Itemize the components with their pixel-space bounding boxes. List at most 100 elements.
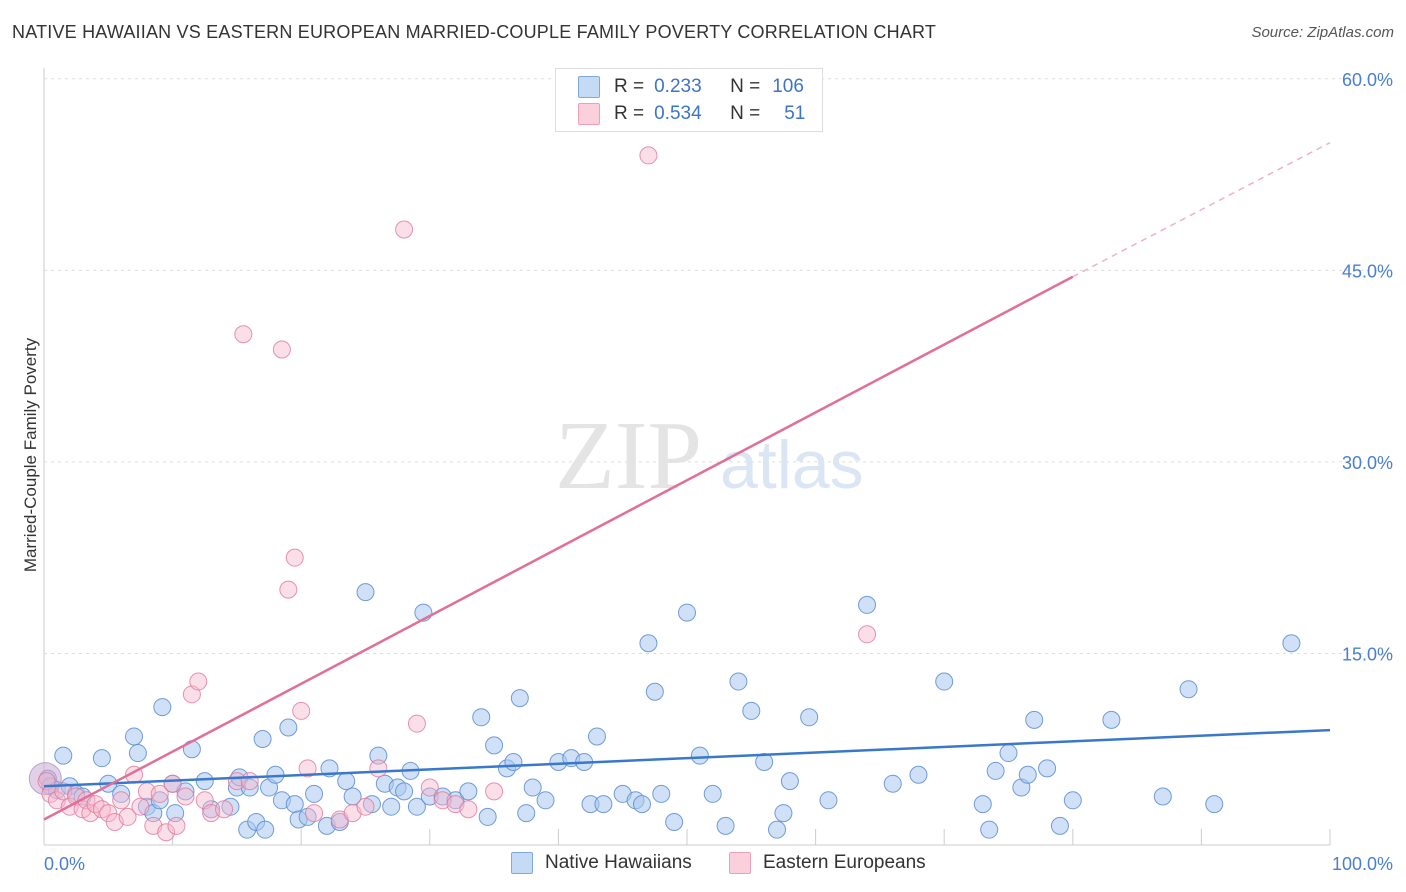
eastern-european-point [131, 797, 150, 816]
eastern-european-point [112, 791, 131, 810]
native-hawaiian-point [153, 698, 172, 717]
legend-n-label: N = [730, 76, 761, 97]
native-hawaiian-point [128, 744, 147, 763]
eastern-european-point [234, 325, 253, 344]
native-hawaiian-point [652, 784, 671, 803]
bottom-legend-native-hawaiians: Native Hawaiians [511, 852, 692, 874]
eastern-european-point [407, 714, 426, 733]
native-hawaiian-point [819, 791, 838, 810]
native-hawaiian-point [742, 701, 761, 720]
y-tick-label: 60.0% [1342, 70, 1393, 90]
native-hawaiian-point [459, 782, 478, 801]
native-hawaiian-point [755, 752, 774, 771]
native-hawaiian-point [125, 727, 144, 746]
native-hawaiian-point [780, 772, 799, 791]
native-hawaiian-point [883, 774, 902, 793]
native-hawaiian-point [716, 816, 735, 835]
native-hawaiian-point [1018, 765, 1037, 784]
native-hawaiian-point [594, 795, 613, 814]
native-hawaiian-point [256, 820, 275, 839]
native-hawaiian-point [472, 708, 491, 727]
native-hawaiian-point [356, 583, 375, 602]
eastern-european-point [176, 787, 195, 806]
native-hawaiian-point [523, 778, 542, 797]
legend-swatch-pink [578, 103, 600, 125]
trend-lines [43, 141, 1331, 821]
native-hawaiian-point [980, 820, 999, 839]
eastern-european-point [858, 625, 877, 644]
y-tick-label: 45.0% [1342, 261, 1393, 281]
legend-swatch-blue [578, 76, 600, 98]
chart-title: NATIVE HAWAIIAN VS EASTERN EUROPEAN MARR… [12, 22, 937, 42]
eastern-european-point [150, 784, 169, 803]
eastern-european-point [420, 778, 439, 797]
native-hawaiian-point [279, 718, 298, 737]
axis-ticks: 15.0% 30.0% 45.0% 60.0% 0.0% 100.0% [44, 70, 1393, 874]
eastern-european-point [356, 797, 375, 816]
native-hawaiian-point [504, 752, 523, 771]
eastern-european-point [215, 800, 234, 819]
eastern-european-point [99, 804, 118, 823]
native-hawaiian-point [909, 765, 928, 784]
native-hawaiian-point [587, 727, 606, 746]
native-hawaiian-point [1038, 759, 1057, 778]
watermark-atlas: atlas [720, 427, 864, 503]
native-hawaiian-point [645, 682, 664, 701]
watermark-zip: ZIP [555, 402, 702, 510]
series-eastern-europeans [37, 146, 877, 842]
native-hawaiian-point [665, 813, 684, 832]
series-native-hawaiians [28, 583, 1301, 839]
native-hawaiian-point [774, 804, 793, 823]
y-tick-label: 30.0% [1342, 453, 1393, 473]
native-hawaiian-point [639, 634, 658, 653]
native-hawaiian-point [986, 761, 1005, 780]
native-hawaiian-point [517, 804, 536, 823]
native-hawaiian-point [382, 797, 401, 816]
eastern-european-point [395, 220, 414, 239]
native-hawaiian-point [632, 795, 651, 814]
native-hawaiian-point [678, 603, 696, 622]
eastern-european-point [305, 804, 324, 823]
eastern-european-point [459, 800, 478, 819]
native-hawaiian-point [1282, 634, 1301, 653]
bottom-legend-label-pink: Eastern Europeans [763, 852, 926, 873]
native-hawaiian-point [973, 795, 992, 814]
native-hawaiian-point [510, 689, 529, 708]
legend-n-value-blue: 106 [772, 76, 804, 97]
bottom-legend: Native Hawaiians Eastern Europeans [0, 850, 1406, 880]
trend-line-eastern-europeans [43, 275, 1074, 821]
eastern-european-point [189, 672, 208, 691]
native-hawaiian-point [195, 772, 214, 791]
grid [43, 68, 1392, 846]
trend-line-eastern-europeans-extension [1072, 141, 1331, 278]
bottom-legend-label-blue: Native Hawaiians [545, 852, 692, 873]
native-hawaiian-point [54, 746, 73, 765]
native-hawaiian-point [1050, 816, 1069, 835]
native-hawaiian-point [858, 595, 877, 614]
native-hawaiian-point [150, 791, 169, 810]
x-tick-label: 100.0% [1332, 854, 1393, 874]
native-hawaiian-point [407, 797, 426, 816]
bottom-legend-swatch-blue [511, 852, 533, 874]
native-hawaiian-point [729, 672, 748, 691]
native-hawaiian-point [1153, 787, 1172, 806]
bottom-legend-swatch-pink [729, 852, 751, 874]
legend-row-blue: R = 0.233 N = 106 [578, 75, 804, 99]
native-hawaiian-point [800, 708, 819, 727]
eastern-european-point [240, 772, 259, 791]
native-hawaiian-point [1102, 710, 1121, 729]
native-hawaiian-point [202, 800, 221, 819]
eastern-european-point [163, 774, 182, 793]
native-hawaiian-point [337, 772, 356, 791]
native-hawaiian-point [369, 746, 388, 765]
eastern-european-point [157, 823, 176, 842]
source-label: Source: ZipAtlas.com [1251, 24, 1394, 41]
native-hawaiian-point [1063, 791, 1082, 810]
legend-r-label: R = [614, 103, 645, 124]
native-hawaiian-point [1179, 680, 1198, 699]
eastern-european-point [167, 816, 186, 835]
native-hawaiian-point [935, 672, 954, 691]
native-hawaiian-point [1025, 710, 1044, 729]
eastern-european-point [369, 759, 388, 778]
